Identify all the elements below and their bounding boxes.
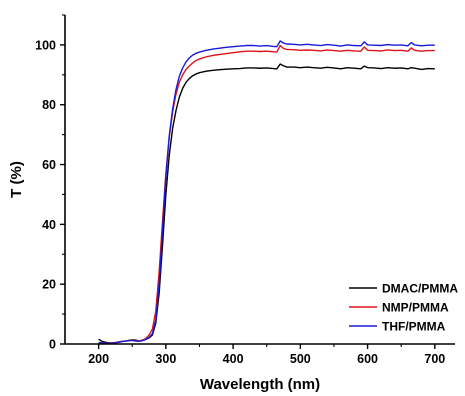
series-layer	[98, 40, 435, 345]
y-tick-label: 20	[42, 278, 56, 292]
y-ticks: 0 20 40 60 80 100	[35, 14, 65, 352]
series-line-nmp-pmma	[98, 44, 435, 344]
x-tick-label: 500	[290, 352, 311, 366]
axes-layer	[64, 15, 455, 345]
legend-label: THF/PMMA	[382, 320, 446, 334]
y-tick-label: 0	[49, 338, 56, 352]
series-line-thf-pmma	[98, 40, 435, 345]
y-tick-label: 100	[35, 38, 56, 52]
y-tick-label: 80	[42, 98, 56, 112]
x-ticks: 200 300 400 500 600 700	[88, 344, 445, 366]
legend: DMAC/PMMA NMP/PMMA THF/PMMA	[349, 282, 458, 334]
x-tick-label: 600	[357, 352, 378, 366]
x-tick-label: 700	[424, 352, 445, 366]
x-tick-label: 200	[88, 352, 109, 366]
y-tick-label: 40	[42, 218, 56, 232]
y-tick-label: 60	[42, 158, 56, 172]
x-axis-title: Wavelength (nm)	[200, 376, 320, 393]
x-tick-label: 300	[155, 352, 176, 366]
legend-label: DMAC/PMMA	[382, 282, 458, 296]
legend-label: NMP/PMMA	[382, 301, 449, 315]
y-axis-title: T (%)	[8, 161, 25, 198]
x-tick-label: 400	[223, 352, 244, 366]
